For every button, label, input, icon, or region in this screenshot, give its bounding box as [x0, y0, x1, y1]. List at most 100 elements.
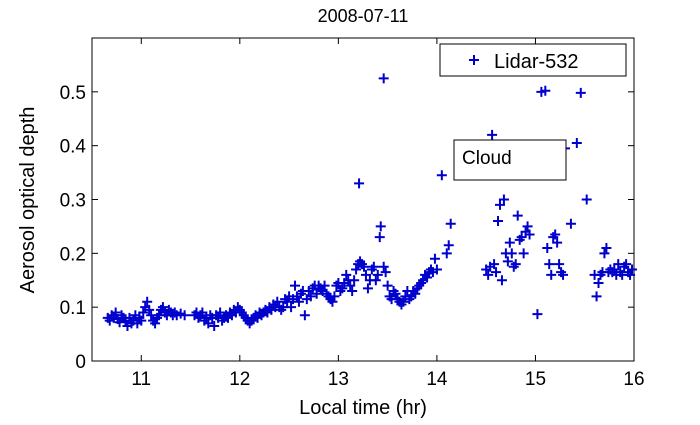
data-point	[319, 280, 330, 291]
data-point	[215, 307, 226, 318]
data-point	[375, 221, 386, 232]
chart-title: 2008-07-11	[318, 6, 409, 26]
data-point	[380, 267, 391, 278]
data-point	[351, 264, 362, 275]
data-point	[609, 264, 620, 275]
data-point	[494, 199, 505, 210]
data-point	[282, 296, 293, 307]
data-point	[362, 283, 373, 294]
legend: Lidar-532	[439, 43, 627, 77]
y-tick-label: 0.2	[60, 244, 86, 265]
data-point	[496, 275, 507, 286]
data-point	[552, 237, 563, 248]
data-point	[550, 229, 561, 240]
data-point	[299, 310, 310, 321]
y-tick-label: 0	[75, 352, 86, 373]
data-point	[518, 248, 529, 259]
annotation-label: Cloud	[462, 148, 512, 169]
data-point	[431, 264, 442, 275]
data-point	[360, 269, 371, 280]
data-point	[136, 315, 147, 326]
data-point	[311, 288, 322, 299]
data-point	[524, 229, 535, 240]
data-point	[368, 261, 379, 272]
data-point	[354, 178, 365, 189]
data-point	[522, 221, 533, 232]
data-point	[627, 264, 638, 275]
data-point	[504, 237, 515, 248]
data-point	[443, 240, 454, 251]
data-point	[554, 259, 565, 270]
data-point	[487, 129, 498, 140]
data-point	[558, 269, 569, 280]
data-point	[489, 259, 500, 270]
data-point	[382, 280, 393, 291]
data-point	[290, 280, 301, 291]
data-point	[591, 291, 602, 302]
x-tick-label: 12	[229, 369, 250, 390]
data-point	[544, 259, 555, 270]
data-point	[150, 318, 161, 329]
data-point	[483, 269, 494, 280]
data-point	[512, 210, 523, 221]
y-tick-label: 0.1	[60, 298, 86, 319]
data-point	[593, 277, 604, 288]
data-point	[546, 269, 557, 280]
data-point	[398, 296, 409, 307]
data-point	[581, 194, 592, 205]
x-tick-label: 15	[525, 369, 546, 390]
data-point	[329, 291, 340, 302]
data-point	[341, 269, 352, 280]
data-point	[506, 248, 517, 259]
data-point	[370, 275, 381, 286]
data-point	[542, 242, 553, 253]
x-tick-label: 14	[426, 369, 448, 390]
data-point	[621, 259, 632, 270]
data-point	[347, 286, 358, 297]
data-point	[575, 87, 586, 98]
data-point	[571, 137, 582, 148]
data-point	[502, 256, 513, 267]
data-point	[286, 302, 297, 313]
data-point	[144, 304, 155, 315]
data-point	[374, 232, 385, 243]
data-point	[378, 73, 389, 84]
data-point	[305, 291, 316, 302]
y-tick-label: 0.3	[60, 191, 86, 212]
data-point	[491, 267, 502, 278]
data-point	[337, 283, 348, 294]
data-point	[493, 216, 504, 227]
data-point	[532, 309, 543, 320]
data-point	[142, 296, 153, 307]
data-point	[422, 272, 433, 283]
data-point	[540, 85, 551, 96]
data-point	[565, 218, 576, 229]
data-point	[625, 269, 636, 280]
y-tick-label: 0.5	[60, 83, 86, 104]
data-point	[345, 280, 356, 291]
data-point	[601, 242, 612, 253]
data-point	[179, 310, 190, 321]
data-point	[378, 261, 389, 272]
data-point	[110, 307, 121, 318]
cloud-annotation: Cloud	[453, 139, 567, 181]
y-tick-label: 0.4	[60, 137, 87, 158]
x-tick-label: 11	[131, 369, 151, 390]
x-axis-label: Local time (hr)	[299, 397, 427, 419]
data-point	[436, 170, 447, 181]
data-point	[510, 259, 521, 270]
data-point	[516, 232, 527, 243]
data-point	[441, 248, 452, 259]
y-axis-label: Aerosol optical depth	[17, 107, 39, 294]
data-point	[358, 261, 369, 272]
data-point	[293, 296, 304, 307]
data-point	[272, 296, 283, 307]
data-point	[157, 302, 168, 313]
data-point	[203, 318, 214, 329]
data-point	[390, 288, 401, 299]
data-point	[429, 253, 440, 264]
data-point	[327, 296, 338, 307]
annotation-box	[453, 139, 567, 181]
data-point	[209, 321, 220, 332]
